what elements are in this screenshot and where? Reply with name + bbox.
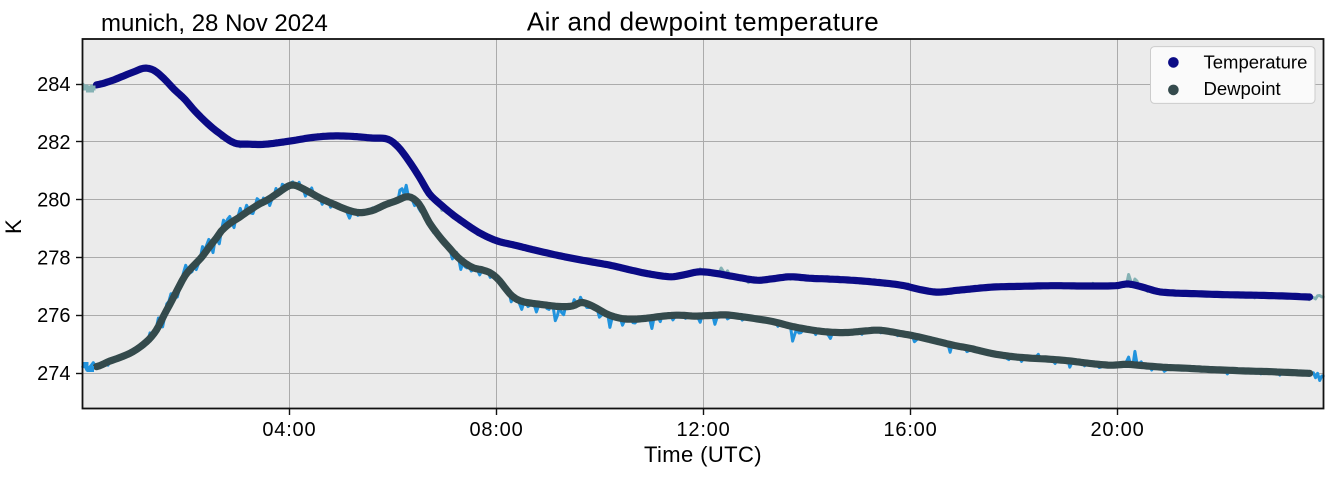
svg-text:284: 284 — [37, 74, 70, 96]
svg-text:274: 274 — [37, 363, 70, 385]
svg-text:280: 280 — [37, 190, 70, 212]
svg-text:Dewpoint: Dewpoint — [1204, 78, 1281, 99]
svg-text:12:00: 12:00 — [676, 419, 730, 441]
svg-text:20:00: 20:00 — [1090, 419, 1144, 441]
svg-text:16:00: 16:00 — [883, 419, 937, 441]
svg-text:Temperature: Temperature — [1204, 52, 1308, 73]
svg-text:08:00: 08:00 — [469, 419, 523, 441]
svg-text:04:00: 04:00 — [262, 419, 316, 441]
svg-text:Air and dewpoint temperature: Air and dewpoint temperature — [527, 7, 879, 37]
svg-text:Time (UTC): Time (UTC) — [644, 442, 762, 467]
svg-text:282: 282 — [37, 132, 70, 154]
svg-text:K: K — [1, 219, 26, 234]
svg-text:278: 278 — [37, 247, 70, 269]
svg-text:276: 276 — [37, 305, 70, 327]
svg-text:munich, 28 Nov 2024: munich, 28 Nov 2024 — [101, 10, 328, 37]
